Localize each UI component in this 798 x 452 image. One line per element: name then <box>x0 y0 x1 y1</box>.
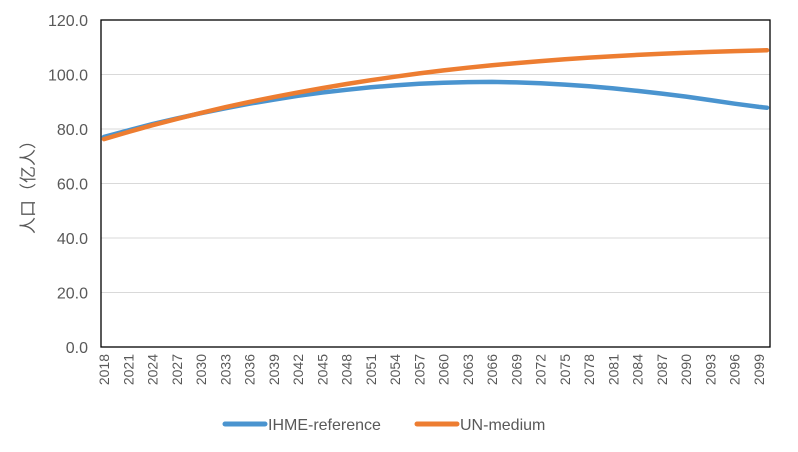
x-tick-label: 2057 <box>411 354 427 385</box>
x-tick-label: 2084 <box>630 354 646 385</box>
x-tick-label: 2078 <box>581 354 597 385</box>
x-tick-label: 2051 <box>363 354 379 385</box>
y-tick-label: 0.0 <box>66 340 88 357</box>
y-tick-label: 80.0 <box>57 122 88 139</box>
x-tick-label: 2042 <box>290 354 306 385</box>
legend-item: IHME-reference <box>222 417 381 434</box>
x-tick-label: 2063 <box>460 354 476 385</box>
x-tick-label: 2075 <box>557 354 573 385</box>
x-tick-label: 2096 <box>727 354 743 385</box>
x-tick-label: 2036 <box>242 354 258 385</box>
series-line-un-medium <box>101 47 770 142</box>
x-tick-label: 2033 <box>217 354 233 385</box>
x-tick-label: 2021 <box>120 354 136 385</box>
x-tick-label: 2093 <box>702 354 718 385</box>
y-tick-label: 40.0 <box>57 231 88 248</box>
x-tick-label: 2054 <box>387 354 403 385</box>
legend-item: UN-medium <box>414 417 545 434</box>
y-tick-label: 120.0 <box>48 13 88 30</box>
x-tick-label: 2060 <box>436 354 452 385</box>
x-tick-label: 2090 <box>678 354 694 385</box>
y-axis-ticks: 0.0 20.0 40.0 60.0 80.0 100.0 120.0 <box>48 13 88 357</box>
y-tick-label: 60.0 <box>57 177 88 194</box>
x-tick-label: 2048 <box>339 354 355 385</box>
legend: IHME-reference UN-medium <box>222 417 545 434</box>
x-tick-label: 2024 <box>145 354 161 385</box>
x-tick-label: 2081 <box>605 354 621 385</box>
x-tick-label: 2087 <box>654 354 670 385</box>
plot-frame <box>100 19 771 348</box>
x-tick-label: 2027 <box>169 354 185 385</box>
x-tick-label: 2099 <box>751 354 767 385</box>
gridlines <box>101 74 770 293</box>
x-tick-label: 2045 <box>314 354 330 385</box>
x-tick-label: 2072 <box>533 354 549 385</box>
y-axis-label: 人口（亿人） <box>19 132 38 234</box>
x-tick-label: 2039 <box>266 354 282 385</box>
x-tick-label: 2066 <box>484 354 500 385</box>
legend-label: IHME-reference <box>268 417 381 434</box>
legend-label: UN-medium <box>460 417 545 434</box>
series-lines <box>101 47 770 142</box>
x-axis-ticks: 2018 2021 2024 2027 2030 2033 2036 2039 2042 2045… <box>96 354 767 385</box>
y-tick-label: 20.0 <box>57 286 88 303</box>
x-tick-label: 2069 <box>508 354 524 385</box>
x-tick-label: 2018 <box>96 354 112 385</box>
x-tick-label: 2030 <box>193 354 209 385</box>
y-tick-label: 100.0 <box>48 68 88 85</box>
